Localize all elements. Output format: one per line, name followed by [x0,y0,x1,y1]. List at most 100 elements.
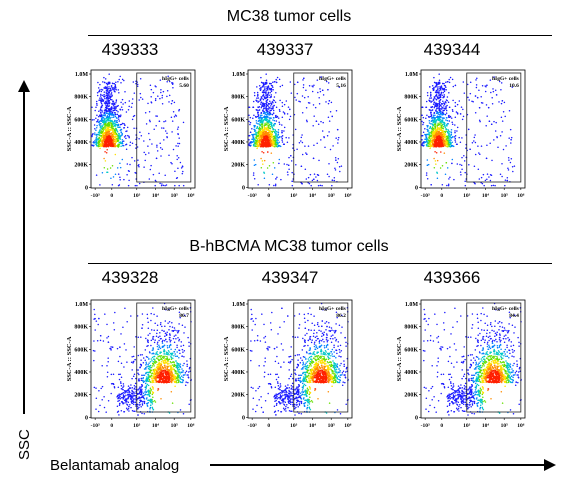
cell-point [329,148,332,151]
cell-point [149,332,151,335]
cell-point [257,113,259,115]
cell-point [429,91,432,94]
cell-point [275,145,277,147]
cell-point [302,86,305,89]
cell-point [106,86,108,88]
cell-point [485,124,487,127]
x-tick-label: -10³ [421,193,430,199]
cell-point [254,163,257,166]
cell-point [265,73,267,75]
cell-point [98,120,101,123]
cell-point [315,176,317,178]
cell-point [262,102,265,105]
flow-plot: hIgG+ cells 5.60 1.0M 800K 600K 400K 200K 0 SSC-… [63,64,201,204]
cell-point [111,94,113,96]
cell-point [99,109,102,111]
cell-point [272,86,274,89]
cell-point [102,121,104,124]
plot-y-label: SSC-A :: SSC-A [223,106,230,151]
cell-point [152,360,155,363]
cell-point [170,362,172,364]
cell-point [443,109,445,112]
cell-point [427,124,429,127]
cell-point [281,139,283,141]
cell-point [281,101,284,104]
cell-point [434,160,437,162]
cell-point [438,82,440,85]
cell-point [162,360,164,362]
cell-point [91,119,94,121]
cell-point [434,130,437,133]
cell-point [464,184,467,187]
cell-point [95,127,98,129]
cell-point [265,89,267,92]
cell-point [103,81,106,84]
cell-point [131,102,133,105]
cell-point [287,173,289,176]
cell-point [171,100,174,102]
cell-point [438,144,440,146]
cell-point [115,109,118,112]
cell-point [500,88,502,91]
cell-point [445,105,447,108]
y-tick-label: 400K [404,140,418,146]
cell-point [451,109,454,111]
cell-point [113,87,116,89]
cell-point [259,131,261,134]
cell-point [97,87,100,89]
cell-point [155,361,158,363]
cell-point [149,381,152,383]
cell-point [260,88,262,90]
cell-point [163,339,166,342]
cell-point [498,101,500,103]
cell-point [448,145,450,147]
sample-label: 439347 [261,268,319,287]
cell-point [260,157,262,160]
cell-point [448,139,450,142]
cell-point [153,355,155,358]
cell-point [439,134,442,137]
cell-point [275,133,278,135]
cell-point [131,156,133,159]
cell-point [454,84,457,87]
gate-box [136,72,192,183]
cell-point [147,102,149,105]
cell-point [509,161,512,164]
cell-point [108,128,110,130]
cell-point [106,139,109,142]
plot-y-label: SSC-A :: SSC-A [66,106,73,151]
cell-point [263,126,265,128]
cell-point [274,139,277,142]
cell-point [148,178,151,180]
cell-point [428,131,430,134]
cell-point [435,90,438,92]
cell-point [433,111,436,114]
cell-point [109,138,111,141]
cell-point [257,111,259,114]
cell-point [276,142,279,144]
cell-point [151,373,153,375]
cell-point [329,111,332,113]
cell-point [501,100,504,102]
cell-point [154,99,157,102]
cell-point [168,337,171,339]
cell-point [125,143,128,146]
cell-point [111,116,113,119]
cell-point [176,177,179,179]
cell-point [262,112,265,115]
cell-point [130,361,133,364]
cell-point [335,110,338,112]
cell-point [136,315,139,317]
cell-point [444,123,446,125]
cell-point [452,110,454,113]
cell-point [270,142,273,144]
cell-point [441,164,444,167]
flow-plot-svg: hIgG+ cells10.61.0M800K600K400K200K0SSC-… [396,69,526,199]
cell-point [111,143,114,146]
cell-point [266,98,269,101]
cell-point [264,122,266,125]
cell-point [433,76,435,79]
cell-point [288,118,291,121]
cell-point [120,410,123,412]
cell-point [265,103,268,106]
